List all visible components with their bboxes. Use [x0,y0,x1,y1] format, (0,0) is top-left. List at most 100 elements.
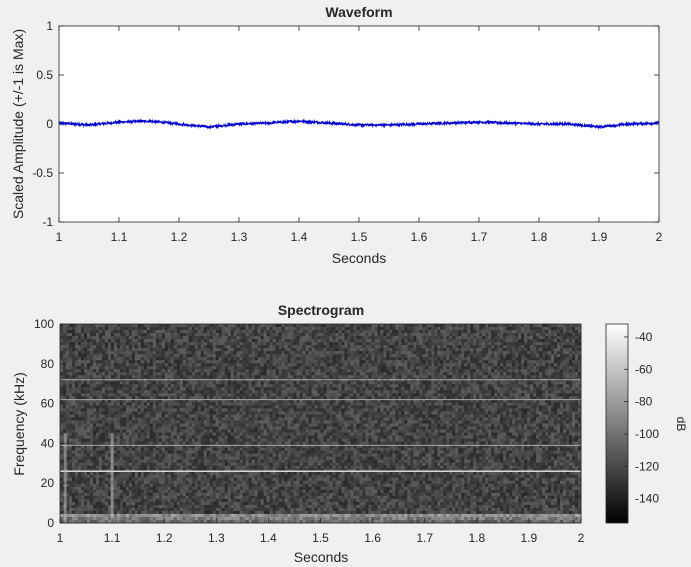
spectrogram-cell [80,405,85,409]
spectrogram-cell [335,402,339,406]
spectrogram-cell [482,345,486,349]
spectrogram-cell [365,384,369,388]
spectrogram-cell [290,366,294,370]
spectrogram-cell [392,330,396,334]
spectrogram-cell [476,327,480,331]
spectrogram-cell [461,366,465,370]
spectrogram-cell [362,369,366,373]
spectrogram-cell [239,339,244,343]
spectrogram-cell [200,408,205,412]
spectrogram-cell [434,399,438,403]
spectrogram-cell [185,390,190,394]
spectrogram-cell [254,390,259,394]
spectrogram-cell [485,384,489,388]
spectrogram-cell [182,333,187,337]
spectrogram-cell [539,375,543,379]
spectrogram-cell [392,381,396,385]
spectrogram-cell [494,399,498,403]
spectrogram-cell [236,393,241,397]
spectrogram-cell [215,366,220,370]
spectrogram-cell [215,387,220,391]
spectrogram-cell [305,384,309,388]
spectrogram-cell [383,324,387,328]
spectrogram-cell [209,405,214,409]
spectrogram-cell [230,348,235,352]
spectrogram-cell [473,327,477,331]
spectrogram-cell [272,330,276,334]
spectrogram-cell [212,396,217,400]
spectrogram-cell [221,363,226,367]
spectrogram-cell [422,324,426,328]
spectrogram-cell [104,351,109,355]
spectrogram-cell [248,390,253,394]
spectrogram-cell [266,351,270,355]
spectrogram-cell [158,372,163,376]
spectrogram-cell [248,345,253,349]
spectrogram-cell [278,348,282,352]
spectrogram-cell [431,354,435,358]
spectrogram-cell [104,375,109,379]
spectrogram-cell [236,351,241,355]
spectrogram-cell [125,387,130,391]
spectrogram-cell [365,375,369,379]
spectrogram-cell [239,369,244,373]
spectrogram-cell [359,345,363,349]
spectrogram-cell [431,396,435,400]
spectrogram-cell [557,399,561,403]
spectrogram-cell [74,366,79,370]
spectrogram-cell [488,405,492,409]
spectrogram-cell [437,333,441,337]
spectrogram-cell [509,342,513,346]
spectrogram-cell [80,369,85,373]
spectrogram-cell [224,345,229,349]
spectrogram-cell [440,396,444,400]
spectrogram-cell [209,408,214,412]
spectrogram-cell [227,324,232,328]
spectrogram-cell [305,402,309,406]
spectrogram-cell [221,348,226,352]
spectrogram-cell [275,357,279,361]
spectrogram-cell [353,357,357,361]
spectrogram-cell [425,405,429,409]
spectrogram-cell [476,345,480,349]
spectrogram-cell [578,360,582,364]
spectrogram-cell [317,348,321,352]
spectrogram-cell [170,351,175,355]
spectrogram-cell [338,399,342,403]
spectrogram-cell [245,324,250,328]
spectrogram-cell [491,396,495,400]
spectrogram-cell [419,366,423,370]
spectrogram-cell [401,372,405,376]
spectrogram-cell [350,342,354,346]
spectrogram-cell [428,336,432,340]
spectrogram-cell [230,330,235,334]
spectrogram-cell [161,351,166,355]
spectrogram-cell [356,333,360,337]
spectrogram-cell [389,336,393,340]
spectrogram-cell [380,351,384,355]
spectrogram-cell [491,324,495,328]
waveform-x-label: Seconds [332,250,386,266]
spectrogram-cell [395,345,399,349]
spectrogram-cell [494,372,498,376]
spectrogram-cell [380,369,384,373]
spectrogram-cell [551,333,555,337]
spectrogram-cell [374,336,378,340]
spectrogram-cell [527,390,531,394]
spectrogram-cell [314,372,318,376]
spectrogram-cell [128,390,133,394]
spectrogram-cell [545,327,549,331]
spectrogram-cell [191,345,196,349]
spectrogram-cell [434,387,438,391]
spectrogram-cell [272,336,276,340]
spectrogram-cell [551,336,555,340]
spectrogram-cell [386,366,390,370]
spectrogram-cell [257,330,262,334]
spectrogram-cell [137,324,142,328]
spectrogram-cell [374,339,378,343]
spectrogram-cell [488,339,492,343]
spectrogram-cell [206,402,211,406]
spectrogram-cell [248,366,253,370]
spectrogram-cell [479,357,483,361]
spectrogram-cell [263,396,267,400]
